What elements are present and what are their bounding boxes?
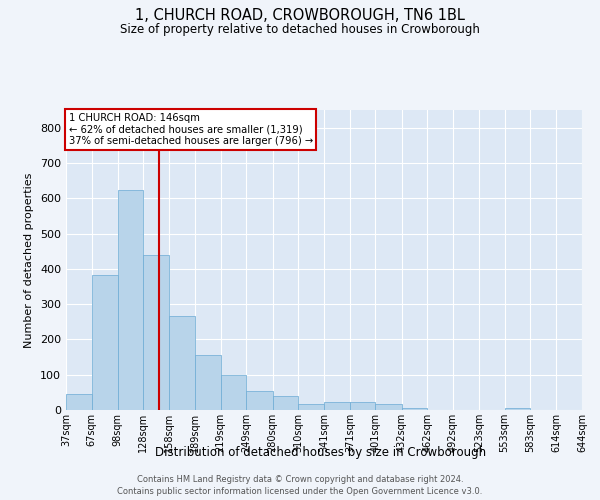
Bar <box>272 396 298 410</box>
Bar <box>143 254 169 410</box>
Text: Distribution of detached houses by size in Crowborough: Distribution of detached houses by size … <box>155 446 487 459</box>
Bar <box>221 374 246 410</box>
Text: 1 CHURCH ROAD: 146sqm
← 62% of detached houses are smaller (1,319)
37% of semi-d: 1 CHURCH ROAD: 146sqm ← 62% of detached … <box>68 113 313 146</box>
Text: 1, CHURCH ROAD, CROWBOROUGH, TN6 1BL: 1, CHURCH ROAD, CROWBOROUGH, TN6 1BL <box>135 8 465 22</box>
Y-axis label: Number of detached properties: Number of detached properties <box>25 172 34 348</box>
Bar <box>92 275 118 410</box>
Text: Size of property relative to detached houses in Crowborough: Size of property relative to detached ho… <box>120 22 480 36</box>
Bar <box>195 356 221 410</box>
Bar <box>298 404 325 410</box>
Text: Contains public sector information licensed under the Open Government Licence v3: Contains public sector information licen… <box>118 486 482 496</box>
Text: Contains HM Land Registry data © Crown copyright and database right 2024.: Contains HM Land Registry data © Crown c… <box>137 476 463 484</box>
Bar <box>118 190 143 410</box>
Bar <box>169 316 195 410</box>
Bar <box>505 408 530 410</box>
Bar <box>325 402 350 410</box>
Bar <box>350 402 376 410</box>
Bar <box>66 394 92 410</box>
Bar <box>402 408 427 410</box>
Bar <box>246 390 272 410</box>
Bar <box>376 404 402 410</box>
